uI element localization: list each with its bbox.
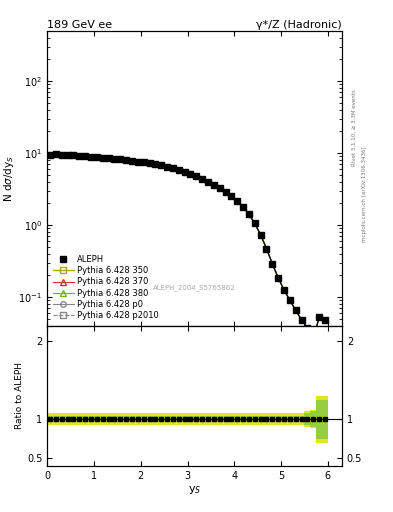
Y-axis label: N d$\sigma$/dy$_S$: N d$\sigma$/dy$_S$ — [2, 155, 16, 202]
Y-axis label: Ratio to ALEPH: Ratio to ALEPH — [15, 362, 24, 429]
Text: γ*/Z (Hadronic): γ*/Z (Hadronic) — [256, 20, 342, 30]
X-axis label: y$_S$: y$_S$ — [188, 483, 201, 496]
Legend: ALEPH, Pythia 6.428 350, Pythia 6.428 370, Pythia 6.428 380, Pythia 6.428 p0, Py: ALEPH, Pythia 6.428 350, Pythia 6.428 37… — [51, 253, 161, 322]
Text: ALEPH_2004_S5765862: ALEPH_2004_S5765862 — [153, 284, 236, 291]
Text: Rivet 3.1.10, ≥ 3.3M events: Rivet 3.1.10, ≥ 3.3M events — [352, 90, 357, 166]
Text: mcplots.cern.ch [arXiv:1306.3436]: mcplots.cern.ch [arXiv:1306.3436] — [362, 147, 367, 242]
Text: 189 GeV ee: 189 GeV ee — [47, 20, 112, 30]
